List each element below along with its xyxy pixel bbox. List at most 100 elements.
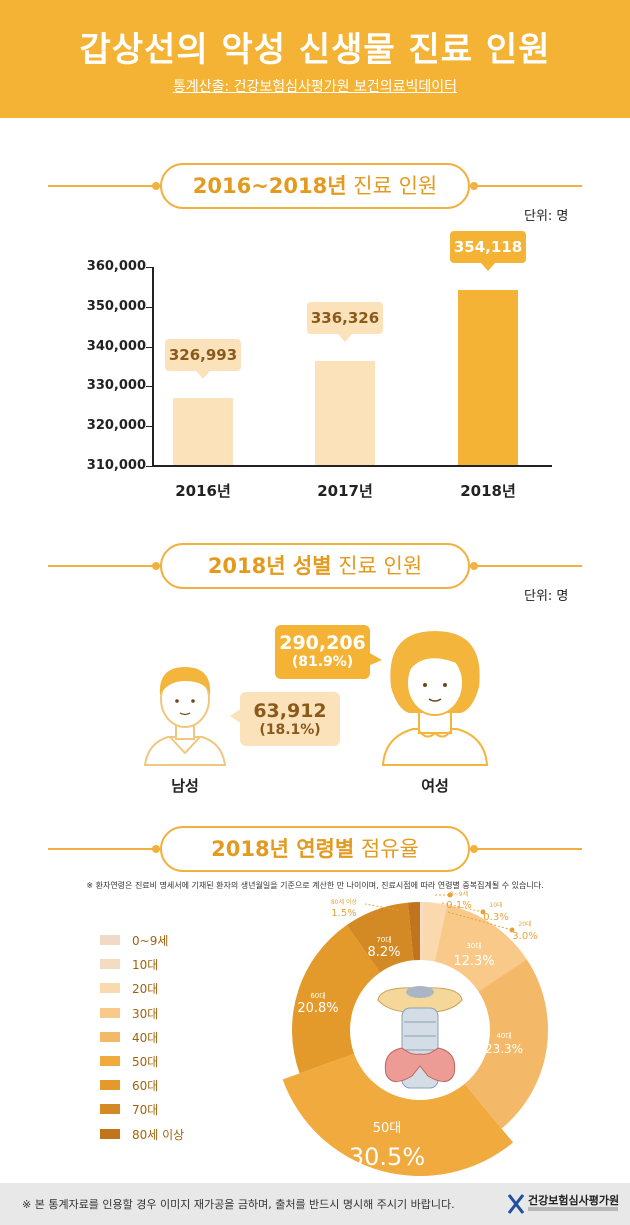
male-bubble-pointer bbox=[230, 708, 242, 724]
x-axis bbox=[152, 465, 552, 467]
bar-1 bbox=[173, 398, 233, 465]
legend-label: 10대 bbox=[132, 958, 159, 973]
section-divider-left bbox=[48, 848, 160, 850]
y-tick-mark bbox=[146, 346, 153, 348]
legend-label: 0~9세 bbox=[132, 934, 169, 948]
footer-notice: ※ 본 통계자료를 인용할 경우 이미지 재가공을 금하며, 출처를 반드시 명… bbox=[22, 1198, 455, 1211]
source-link[interactable]: 통계산출: 건강보험심사평가원 보건의료빅데이터 bbox=[172, 79, 458, 95]
section-divider-right bbox=[470, 848, 582, 850]
bar-value-label: 336,326 bbox=[307, 302, 383, 343]
legend-label: 50대 bbox=[132, 1055, 159, 1069]
y-axis bbox=[152, 267, 154, 467]
section-divider-right bbox=[470, 185, 582, 187]
donut-slice-percent: 8.2% bbox=[367, 945, 400, 960]
female-label: 여성 bbox=[421, 777, 449, 795]
header-banner: 갑상선의 악성 신생물 진료 인원 통계산출: 건강보험심사평가원 보건의료빅데… bbox=[0, 0, 630, 118]
leader-dot bbox=[447, 892, 453, 898]
section-dot-right bbox=[470, 845, 478, 853]
legend-label: 30대 bbox=[132, 1006, 159, 1021]
section-title-yearly: 2016~2018년 진료 인원 bbox=[160, 163, 470, 209]
age-donut-chart: 0~9세 0.1% 10대 0.3% 20대 3.0% 30대 12.3% 40대 23.3% 50… bbox=[282, 890, 548, 1176]
bar-value-label: 326,993 bbox=[165, 339, 241, 380]
y-tick-mark bbox=[146, 386, 153, 388]
donut-slice-4 bbox=[434, 904, 527, 992]
section-dot-left bbox=[152, 562, 160, 570]
bar-3 bbox=[458, 290, 518, 465]
donut-slice-percent: 12.3% bbox=[453, 954, 494, 969]
donut-slice-label: 40대 bbox=[496, 1032, 511, 1040]
y-tick-label: 360,000 bbox=[86, 259, 146, 274]
org-name: 건강보험심사평가원 bbox=[528, 1194, 620, 1207]
donut-slice-label: 0~9세 bbox=[450, 890, 468, 898]
section-title-gender: 2018년 성별 진료 인원 bbox=[160, 543, 470, 589]
x-tick-label: 2017년 bbox=[317, 482, 373, 500]
section-divider-right bbox=[470, 565, 582, 567]
x-tick-label: 2018년 bbox=[460, 482, 516, 500]
legend-label: 20대 bbox=[132, 982, 159, 997]
footer: ※ 본 통계자료를 인용할 경우 이미지 재가공을 금하며, 출처를 반드시 명… bbox=[0, 1183, 630, 1225]
donut-slice-label: 30대 bbox=[466, 942, 481, 950]
donut-slice-label: 10대 bbox=[489, 901, 502, 909]
donut-slice-percent: 23.3% bbox=[485, 1042, 523, 1056]
leader-line bbox=[447, 911, 513, 931]
bar-2 bbox=[315, 361, 375, 465]
donut-slice-percent: 20.8% bbox=[297, 1001, 338, 1016]
y-tick-label: 320,000 bbox=[86, 418, 146, 434]
legend-label: 80세 이상 bbox=[132, 1127, 185, 1142]
male-label: 남성 bbox=[171, 777, 199, 795]
section-divider-left bbox=[48, 185, 160, 187]
y-tick-mark bbox=[146, 267, 153, 268]
donut-slice-8 bbox=[346, 902, 414, 973]
donut-slice-label: 50대 bbox=[373, 1121, 402, 1136]
leader-dot bbox=[480, 909, 486, 915]
donut-slice-9 bbox=[407, 902, 420, 961]
leader-line bbox=[441, 902, 484, 913]
y-tick-label: 340,000 bbox=[86, 338, 146, 354]
donut-slice-percent: 3.0% bbox=[512, 931, 537, 942]
thyroid-illustration-icon bbox=[356, 966, 484, 1094]
donut-slice-6 bbox=[282, 1053, 514, 1176]
section-dot-left bbox=[152, 845, 160, 853]
legend-swatch bbox=[100, 935, 120, 945]
leader-dot bbox=[509, 927, 515, 933]
bar-value-label: 354,118 bbox=[450, 231, 526, 272]
unit-label: 단위: 명 bbox=[524, 209, 569, 224]
donut-slice-percent: 1.5% bbox=[331, 908, 356, 919]
org-logo-icon bbox=[508, 1194, 524, 1214]
donut-slice-2 bbox=[420, 902, 424, 961]
y-tick-mark bbox=[146, 426, 153, 428]
female-bubble-pointer bbox=[368, 652, 382, 666]
donut-slice-3 bbox=[421, 902, 448, 962]
legend-label: 40대 bbox=[132, 1030, 159, 1045]
y-tick-label: 350,000 bbox=[86, 298, 146, 314]
legend-swatch bbox=[100, 1080, 120, 1091]
x-tick-label: 2016년 bbox=[175, 482, 231, 500]
legend-swatch bbox=[100, 959, 120, 970]
section-dot-right bbox=[470, 562, 478, 570]
donut-slice-1 bbox=[420, 902, 421, 961]
section-dot-left bbox=[152, 182, 160, 190]
male-figure-icon bbox=[143, 667, 227, 766]
age-note: ※ 환자연령은 진료비 명세서에 기재된 환자의 생년월일을 기준으로 계산한 … bbox=[86, 881, 544, 890]
unit-label: 단위: 명 bbox=[524, 589, 569, 604]
org-subtitle bbox=[528, 1207, 618, 1211]
legend-swatch bbox=[100, 1056, 120, 1066]
y-tick-label: 310,000 bbox=[86, 458, 146, 473]
y-tick-label: 330,000 bbox=[86, 378, 146, 394]
donut-slice-percent: 0.1% bbox=[446, 900, 471, 911]
page-title: 갑상선의 악성 신생물 진료 인원 bbox=[79, 30, 551, 70]
donut-slice-7 bbox=[292, 925, 380, 1074]
female-count-bubble: 290,206 (81.9%) bbox=[275, 625, 370, 679]
leader-line bbox=[364, 903, 399, 911]
donut-slice-percent: 30.5% bbox=[349, 1143, 425, 1171]
legend-label: 60대 bbox=[132, 1079, 159, 1094]
legend-swatch bbox=[100, 1104, 120, 1115]
section-dot-right bbox=[470, 182, 478, 190]
legend-swatch bbox=[100, 1128, 120, 1139]
donut-slice-label: 70대 bbox=[376, 936, 391, 944]
y-tick-mark bbox=[146, 466, 153, 467]
legend-label: 70대 bbox=[132, 1103, 159, 1118]
donut-slice-label: 80세 이상 bbox=[331, 898, 358, 906]
legend-swatch bbox=[100, 1031, 120, 1042]
female-figure-icon bbox=[381, 631, 489, 766]
